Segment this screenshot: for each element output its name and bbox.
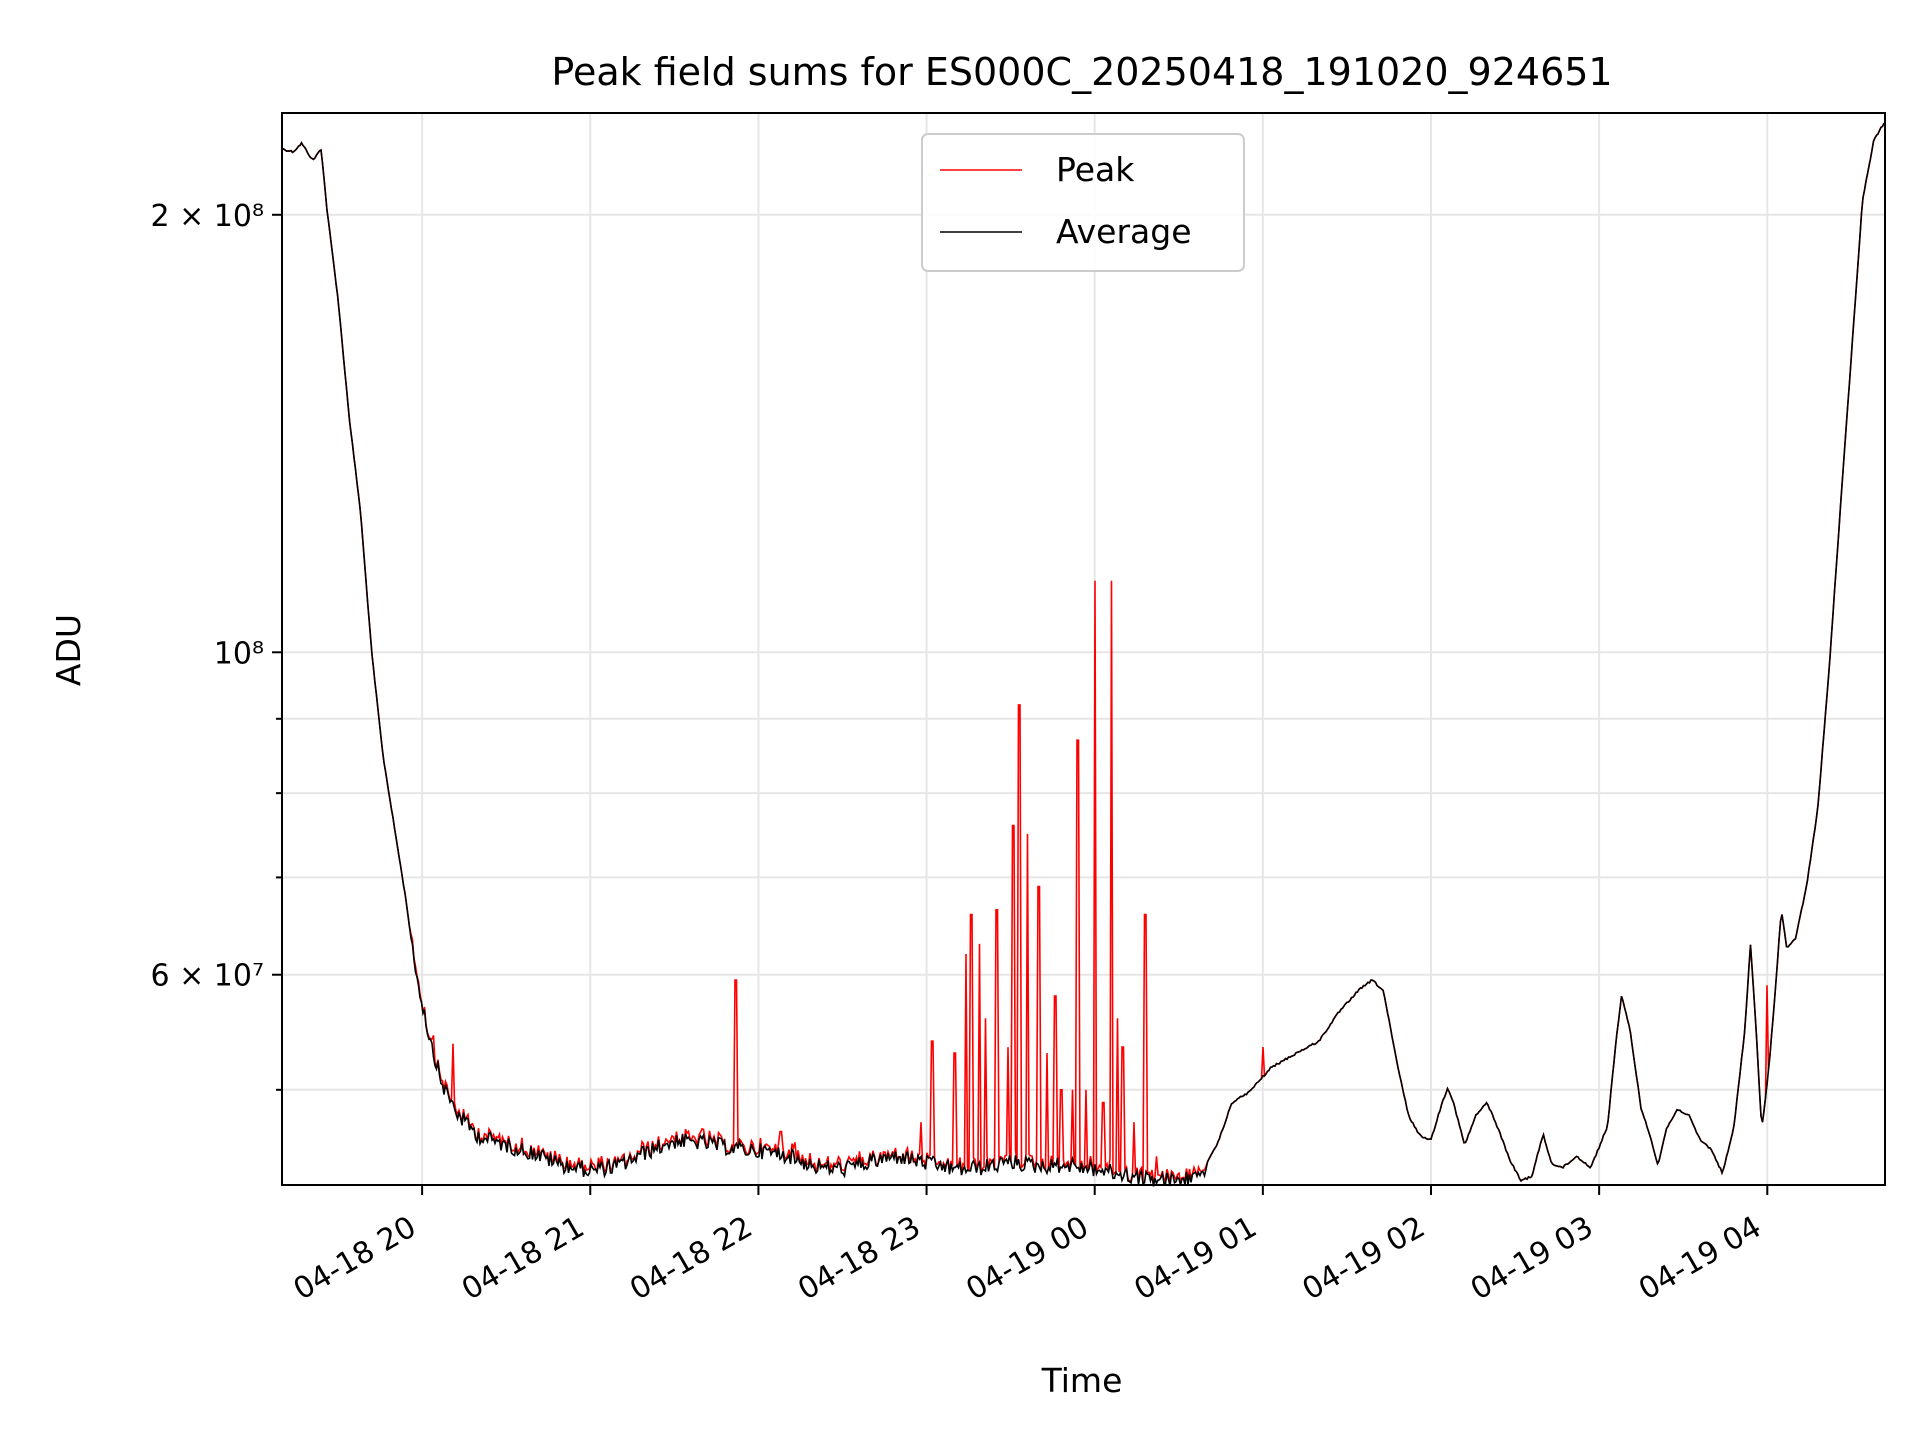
plot-layer [281, 122, 1885, 1187]
x-tick-label: 04-19 03 [1465, 1210, 1599, 1308]
legend-average-label: Average [1056, 212, 1192, 251]
legend-peak-label: Peak [1056, 150, 1135, 189]
x-axis-ticks: 04-18 20 04-18 21 04-18 22 04-18 23 04-19 00… [288, 1185, 1769, 1308]
y-axis-label: ADU [49, 614, 88, 686]
y-tick-label: 2 × 10⁸ [151, 199, 265, 234]
chart-title: Peak field sums for ES000C_20250418_1910… [551, 50, 1612, 94]
x-tick-label: 04-19 02 [1297, 1210, 1431, 1308]
x-tick-label: 04-19 04 [1633, 1210, 1767, 1308]
x-tick-label: 04-18 21 [456, 1210, 590, 1308]
x-tick-label: 04-18 23 [792, 1210, 926, 1308]
legend-box [921, 133, 1245, 272]
x-tick-label: 04-19 00 [960, 1210, 1094, 1308]
y-axis-ticks: 2 × 10⁸ 10⁸ 6 × 10⁷ [151, 199, 282, 1091]
y-tick-label: 10⁸ [214, 636, 264, 671]
x-tick-label: 04-19 01 [1129, 1210, 1263, 1308]
plot-frame [281, 112, 1886, 1186]
average-series-line [281, 122, 1885, 1187]
y-tick-label: 6 × 10⁷ [151, 959, 265, 994]
grid-layer [282, 113, 1885, 1185]
x-axis-label: Time [1041, 1361, 1123, 1400]
x-tick-label: 04-18 20 [288, 1210, 422, 1308]
x-tick-label: 04-18 22 [624, 1210, 758, 1308]
legend: Peak Average [921, 133, 1245, 272]
